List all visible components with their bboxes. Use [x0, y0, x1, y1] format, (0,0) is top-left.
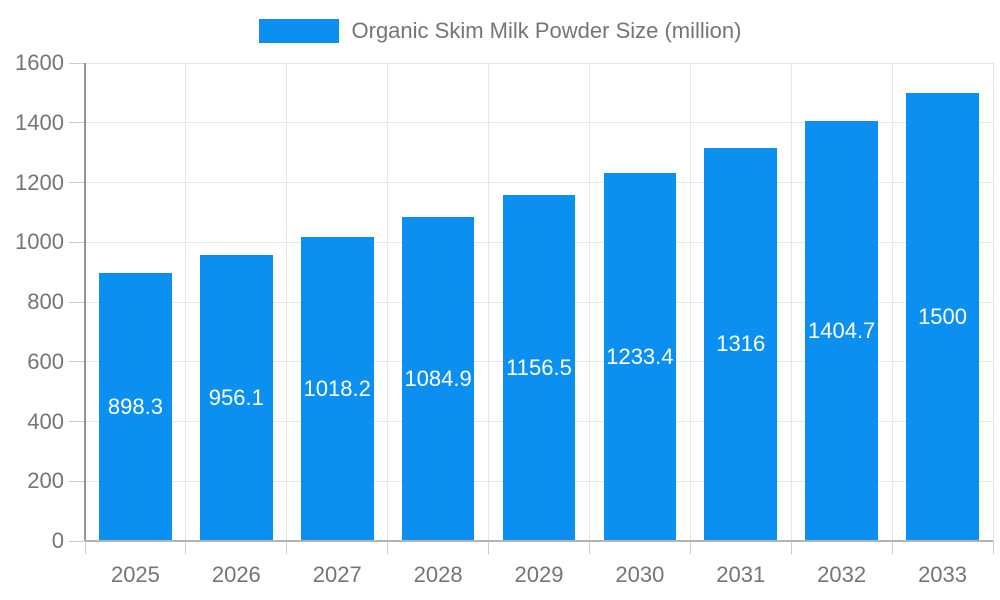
y-axis-tick — [69, 361, 85, 363]
bar-value-label: 898.3 — [107, 393, 163, 419]
gridline-vertical — [891, 63, 893, 541]
y-axis-tick — [69, 480, 85, 482]
y-axis-label: 1600 — [15, 50, 64, 75]
x-axis-line — [85, 540, 993, 542]
x-axis-label: 2028 — [413, 562, 463, 587]
y-axis-label: 1000 — [15, 229, 64, 255]
y-axis-line — [84, 63, 86, 541]
y-axis-tick — [69, 241, 85, 243]
x-axis-tick — [387, 541, 389, 554]
gridline-vertical — [488, 63, 490, 541]
bar-2031 — [704, 147, 778, 541]
bar-2033 — [906, 92, 979, 541]
x-axis-label: 2033 — [918, 562, 968, 587]
x-axis-label: 2030 — [615, 562, 665, 587]
bar-2030 — [603, 172, 677, 541]
y-axis-label: 1400 — [15, 109, 64, 135]
bar-2028 — [401, 216, 475, 541]
bar-value-label: 956.1 — [208, 385, 264, 411]
bar-value-label: 1084.9 — [404, 365, 472, 391]
bar-value-label: 1500 — [918, 303, 968, 329]
y-axis-label: 1200 — [15, 169, 64, 195]
y-axis-tick — [69, 182, 85, 183]
bar-2026 — [200, 255, 273, 541]
x-axis-tick — [992, 541, 994, 554]
x-axis-tick — [588, 541, 590, 554]
legend-swatch — [258, 19, 339, 43]
bar-2029 — [502, 195, 576, 541]
bar-2032 — [805, 121, 878, 541]
y-axis-tick — [69, 421, 85, 422]
bar-2025 — [99, 272, 172, 541]
bar-value-label: 1404.7 — [808, 318, 876, 344]
legend-label: Organic Skim Milk Powder Size (million) — [351, 18, 742, 43]
gridline-vertical — [588, 63, 590, 541]
y-axis-label: 800 — [27, 289, 64, 314]
gridline-horizontal — [85, 62, 993, 64]
y-axis-label: 200 — [27, 468, 64, 494]
y-axis-label: 600 — [27, 348, 64, 374]
x-axis-tick — [488, 541, 490, 554]
x-axis-tick — [185, 541, 187, 554]
gridline-vertical — [790, 63, 792, 541]
bar-value-label: 1156.5 — [506, 355, 572, 381]
x-axis-tick — [84, 541, 86, 554]
y-axis-label: 400 — [27, 408, 64, 434]
bar-value-label: 1233.4 — [606, 343, 674, 369]
x-axis-tick — [790, 541, 792, 554]
gridline-vertical — [387, 63, 389, 541]
x-axis-label: 2029 — [514, 562, 564, 587]
y-axis-tick — [69, 62, 85, 64]
bar-value-label: 1316 — [716, 331, 766, 357]
x-axis-label: 2025 — [110, 562, 160, 587]
gridline-horizontal — [85, 182, 993, 183]
y-axis-tick — [69, 122, 85, 124]
gridline-vertical — [992, 63, 994, 541]
x-axis-label: 2031 — [716, 562, 766, 587]
y-axis-label: 0 — [51, 528, 64, 553]
x-axis-label: 2027 — [312, 562, 362, 587]
bar-2027 — [300, 236, 374, 541]
legend[interactable]: Organic Skim Milk Powder Size (million) — [0, 19, 1000, 43]
bar-value-label: 1018.2 — [303, 375, 371, 401]
gridline-vertical — [286, 63, 288, 541]
x-axis-tick — [286, 541, 288, 554]
y-axis-tick — [69, 540, 85, 542]
y-axis-tick — [69, 301, 85, 303]
gridline-horizontal — [85, 122, 993, 124]
x-axis-tick — [689, 541, 691, 554]
x-axis-label: 2032 — [817, 562, 867, 587]
gridline-vertical — [185, 63, 187, 541]
x-axis-label: 2026 — [211, 562, 261, 587]
x-axis-tick — [891, 541, 893, 554]
gridline-vertical — [689, 63, 691, 541]
